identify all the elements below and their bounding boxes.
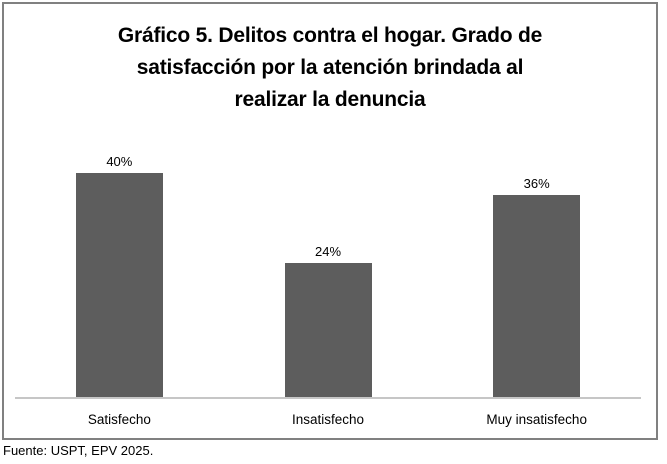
bar-insatisfecho	[284, 263, 372, 397]
chart-title-line-3: realizar la denuncia	[234, 88, 426, 111]
chart-title: Gráfico 5. Delitos contra el hogar. Grad…	[50, 20, 610, 116]
category-label-satisfecho: Satisfecho	[87, 411, 151, 427]
bar-value-label: 24%	[314, 244, 342, 259]
bar-value-label: 36%	[523, 176, 550, 191]
chart-plot-frame: Gráfico 5. Delitos contra el hogar. Grad…	[2, 2, 658, 440]
bar-muy-insatisfecho	[493, 195, 581, 397]
chart-title-line-1: Gráfico 5. Delitos contra el hogar. Grad…	[117, 24, 543, 47]
bar-group-muy-insatisfecho: 36%	[432, 176, 641, 397]
plot-area: 40% 24% 36%	[15, 135, 641, 399]
source-note: Fuente: USPT, EPV 2025.	[3, 443, 154, 458]
bar-group-satisfecho: 40%	[15, 154, 224, 397]
chart-title-line-2: satisfacción por la atención brindada al	[136, 56, 524, 79]
bar-value-label: 40%	[106, 154, 133, 169]
category-axis: Satisfecho Insatisfecho Muy insatisfecho	[15, 404, 641, 434]
category-label-muy-insatisfecho: Muy insatisfecho	[486, 411, 587, 427]
bar-satisfecho	[75, 173, 163, 397]
category-label-insatisfecho: Insatisfecho	[291, 411, 365, 427]
bar-group-insatisfecho: 24%	[224, 244, 433, 397]
